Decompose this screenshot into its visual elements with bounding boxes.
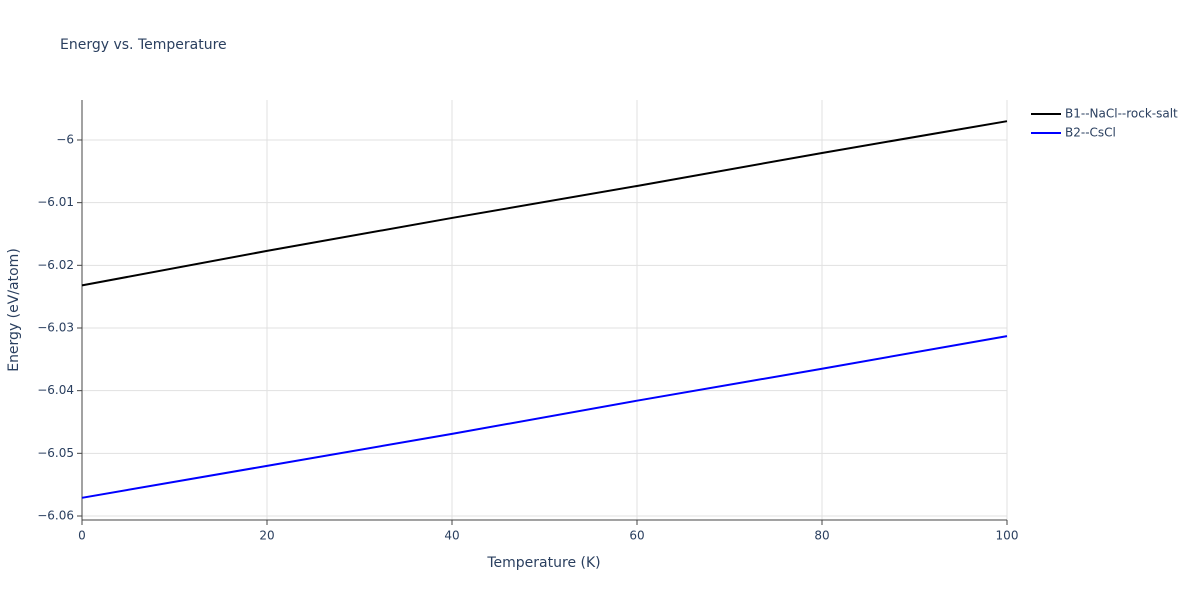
x-tick-label: 0 xyxy=(78,529,86,543)
x-tick-label: 40 xyxy=(444,529,459,543)
x-axis-label: Temperature (K) xyxy=(486,555,600,571)
series-line xyxy=(81,120,1008,287)
legend-label: B1--NaCl--rock-salt xyxy=(1065,107,1178,121)
y-tick-label: −6.05 xyxy=(37,446,74,460)
x-tick-label: 80 xyxy=(814,529,829,543)
y-axis-label: Energy (eV/atom) xyxy=(6,248,22,372)
series-line xyxy=(81,335,1008,499)
y-tick-label: −6 xyxy=(56,132,74,146)
y-tick-label: −6.04 xyxy=(37,383,74,397)
chart-title: Energy vs. Temperature xyxy=(60,37,227,53)
y-tick-label: −6.01 xyxy=(37,195,74,209)
y-tick-label: −6.03 xyxy=(37,320,74,334)
x-tick-label: 100 xyxy=(996,529,1019,543)
y-tick-label: −6.02 xyxy=(37,258,74,272)
x-tick-label: 60 xyxy=(629,529,644,543)
x-tick-label: 20 xyxy=(259,529,274,543)
y-tick-label: −6.06 xyxy=(37,508,74,522)
legend-label: B2--CsCl xyxy=(1065,126,1116,140)
